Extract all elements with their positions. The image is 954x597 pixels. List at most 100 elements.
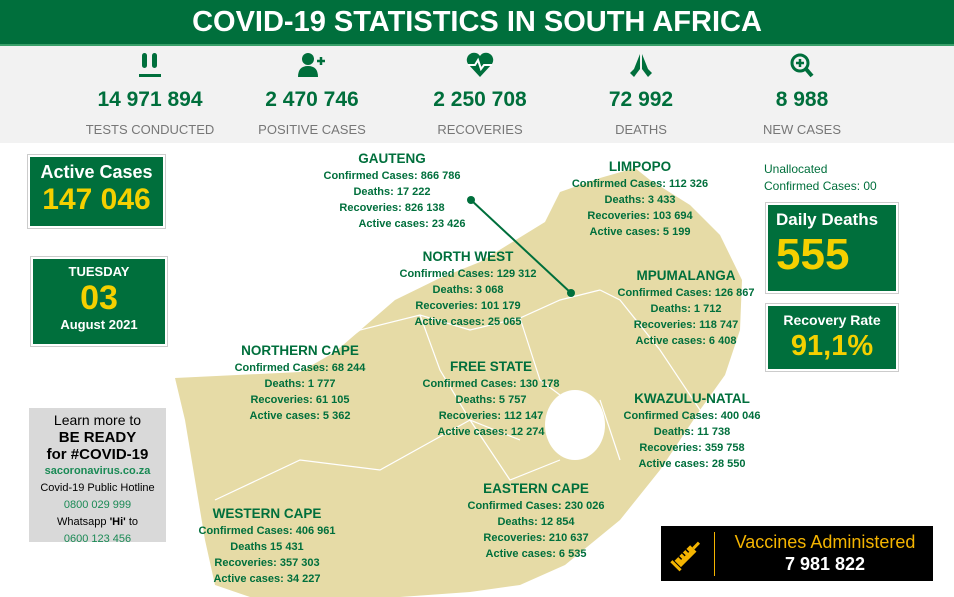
info-text: Learn more to	[53, 412, 142, 428]
deaths: Deaths: 1 712	[650, 303, 722, 315]
stat-value: 72 992	[608, 88, 674, 111]
province-name: LIMPOPO	[608, 159, 672, 174]
recoveries: Recoveries: 357 303	[214, 557, 320, 569]
province-western-cape: WESTERN CAPE Confirmed Cases: 406 961 Deat…	[187, 505, 347, 587]
deaths: Deaths: 12 854	[497, 516, 575, 528]
zoom-plus-icon	[717, 50, 887, 80]
active: Active cases: 6 408	[635, 335, 737, 347]
active-cases-value: 147 046	[42, 183, 151, 216]
recovery-rate-box: Recovery Rate 91,1%	[765, 303, 899, 372]
province-free-state: FREE STATE Confirmed Cases: 130 178 Deaths…	[411, 358, 571, 440]
stat-label: TESTS CONDUCTED	[85, 122, 215, 137]
syringe-icon	[669, 534, 707, 577]
active: Active cases: 5 362	[249, 410, 351, 422]
province-kwazulu-natal: KWAZULU-NATAL Confirmed Cases: 400 046 Dea…	[612, 390, 772, 472]
pointer-dot	[467, 196, 475, 204]
date-box: TUESDAY 03 August 2021	[30, 256, 168, 347]
deaths: Deaths: 3 433	[604, 194, 676, 206]
confirmed: Confirmed Cases: 126 867	[617, 287, 755, 299]
vaccines-value: 7 981 822	[784, 554, 866, 574]
confirmed: Confirmed Cases: 112 326	[571, 178, 709, 190]
info-text: Whatsapp	[56, 516, 110, 528]
info-text: Covid-19 Public Hotline	[40, 482, 155, 494]
info-text: BE READY	[58, 429, 137, 446]
unallocated-value: Confirmed Cases: 00	[764, 179, 877, 193]
province-northern-cape: NORTHERN CAPE Confirmed Cases: 68 244 Deat…	[220, 342, 380, 424]
stat-label: POSITIVE CASES	[258, 122, 366, 137]
recoveries: Recoveries: 826 138	[339, 202, 445, 214]
deaths: Deaths: 5 757	[455, 394, 527, 406]
daily-deaths-box: Daily Deaths 555	[765, 202, 899, 294]
active: Active cases: 23 426	[358, 218, 466, 230]
deaths: Deaths 15 431	[230, 541, 304, 553]
gauteng-pointer	[470, 199, 572, 294]
province-name: KWAZULU-NATAL	[634, 391, 750, 406]
divider	[714, 532, 715, 576]
province-name: WESTERN CAPE	[212, 506, 322, 521]
confirmed: Confirmed Cases: 230 026	[467, 500, 605, 512]
active: Active cases: 25 065	[414, 316, 522, 328]
deaths: Deaths: 3 068	[432, 284, 504, 296]
whatsapp-number: 0600 123 456	[63, 533, 132, 545]
active-cases-box: Active Cases 147 046	[27, 154, 166, 229]
province-limpopo: LIMPOPO Confirmed Cases: 112 326 Deaths: 3…	[560, 158, 720, 240]
province-name: GAUTENG	[358, 151, 426, 166]
date-number: 03	[80, 279, 118, 317]
recoveries: Recoveries: 118 747	[633, 319, 739, 331]
province-gauteng: GAUTENG Confirmed Cases: 866 786 Deaths: 1…	[312, 150, 472, 232]
daily-deaths-value: 555	[776, 230, 850, 279]
recoveries: Recoveries: 61 105	[250, 394, 350, 406]
stat-deaths: 72 992 DEATHS	[556, 50, 726, 137]
stat-value: 8 988	[775, 88, 829, 111]
active: Active cases: 5 199	[589, 226, 691, 238]
hotline-number: 0800 029 999	[63, 499, 132, 511]
info-text: 'Hi'	[109, 516, 126, 528]
recovery-rate-label: Recovery Rate	[783, 312, 881, 328]
recoveries: Recoveries: 210 637	[483, 532, 589, 544]
info-text: for #COVID-19	[46, 446, 149, 463]
date-day: TUESDAY	[68, 264, 130, 279]
recovery-rate-value: 91,1%	[790, 330, 874, 362]
praying-hands-icon	[556, 50, 726, 80]
page-title: COVID-19 STATISTICS IN SOUTH AFRICA	[0, 0, 954, 44]
info-box: Learn more to BE READY for #COVID-19 sac…	[29, 408, 166, 545]
deaths: Deaths: 11 738	[653, 426, 731, 438]
stat-tests: 14 971 894 TESTS CONDUCTED	[65, 50, 235, 137]
province-name: MPUMALANGA	[636, 268, 736, 283]
stat-positive: 2 470 746 POSITIVE CASES	[227, 50, 397, 137]
confirmed: Confirmed Cases: 400 046	[623, 410, 761, 422]
stat-value: 2 250 708	[433, 88, 527, 111]
test-tubes-icon	[65, 50, 235, 80]
recoveries: Recoveries: 101 179	[415, 300, 521, 312]
info-text: to	[125, 516, 139, 528]
confirmed: Confirmed Cases: 866 786	[323, 170, 461, 182]
heartbeat-icon	[395, 50, 565, 80]
deaths: Deaths: 1 777	[264, 378, 336, 390]
website-link[interactable]: sacoronavirus.co.za	[44, 465, 151, 477]
stat-new-cases: 8 988 NEW CASES	[717, 50, 887, 137]
map-landmass	[175, 168, 742, 597]
stat-label: DEATHS	[615, 122, 667, 137]
pointer-dot	[567, 289, 575, 297]
province-name: NORTH WEST	[422, 249, 514, 264]
lesotho-shape	[545, 390, 605, 460]
recoveries: Recoveries: 103 694	[587, 210, 693, 222]
confirmed: Confirmed Cases: 68 244	[234, 362, 366, 374]
active: Active cases: 6 535	[485, 548, 587, 560]
recoveries: Recoveries: 359 758	[639, 442, 745, 454]
province-mpumalanga: MPUMALANGA Confirmed Cases: 126 867 Deaths…	[606, 267, 766, 349]
unallocated-label: Unallocated	[764, 162, 828, 176]
vaccines-box: Vaccines Administered 7 981 822	[661, 526, 933, 581]
date-month: August 2021	[60, 317, 138, 332]
vaccines-label: Vaccines Administered	[734, 532, 916, 552]
province-name: EASTERN CAPE	[483, 481, 589, 496]
deaths: Deaths: 17 222	[353, 186, 431, 198]
active: Active cases: 28 550	[638, 458, 746, 470]
stats-bar: 14 971 894 TESTS CONDUCTED 2 470 746 POS…	[0, 44, 954, 143]
active-cases-label: Active Cases	[40, 162, 153, 182]
daily-deaths-label: Daily Deaths	[776, 210, 879, 229]
active: Active cases: 34 227	[213, 573, 321, 585]
stat-label: RECOVERIES	[437, 122, 523, 137]
confirmed: Confirmed Cases: 129 312	[399, 268, 537, 280]
stat-recoveries: 2 250 708 RECOVERIES	[395, 50, 565, 137]
